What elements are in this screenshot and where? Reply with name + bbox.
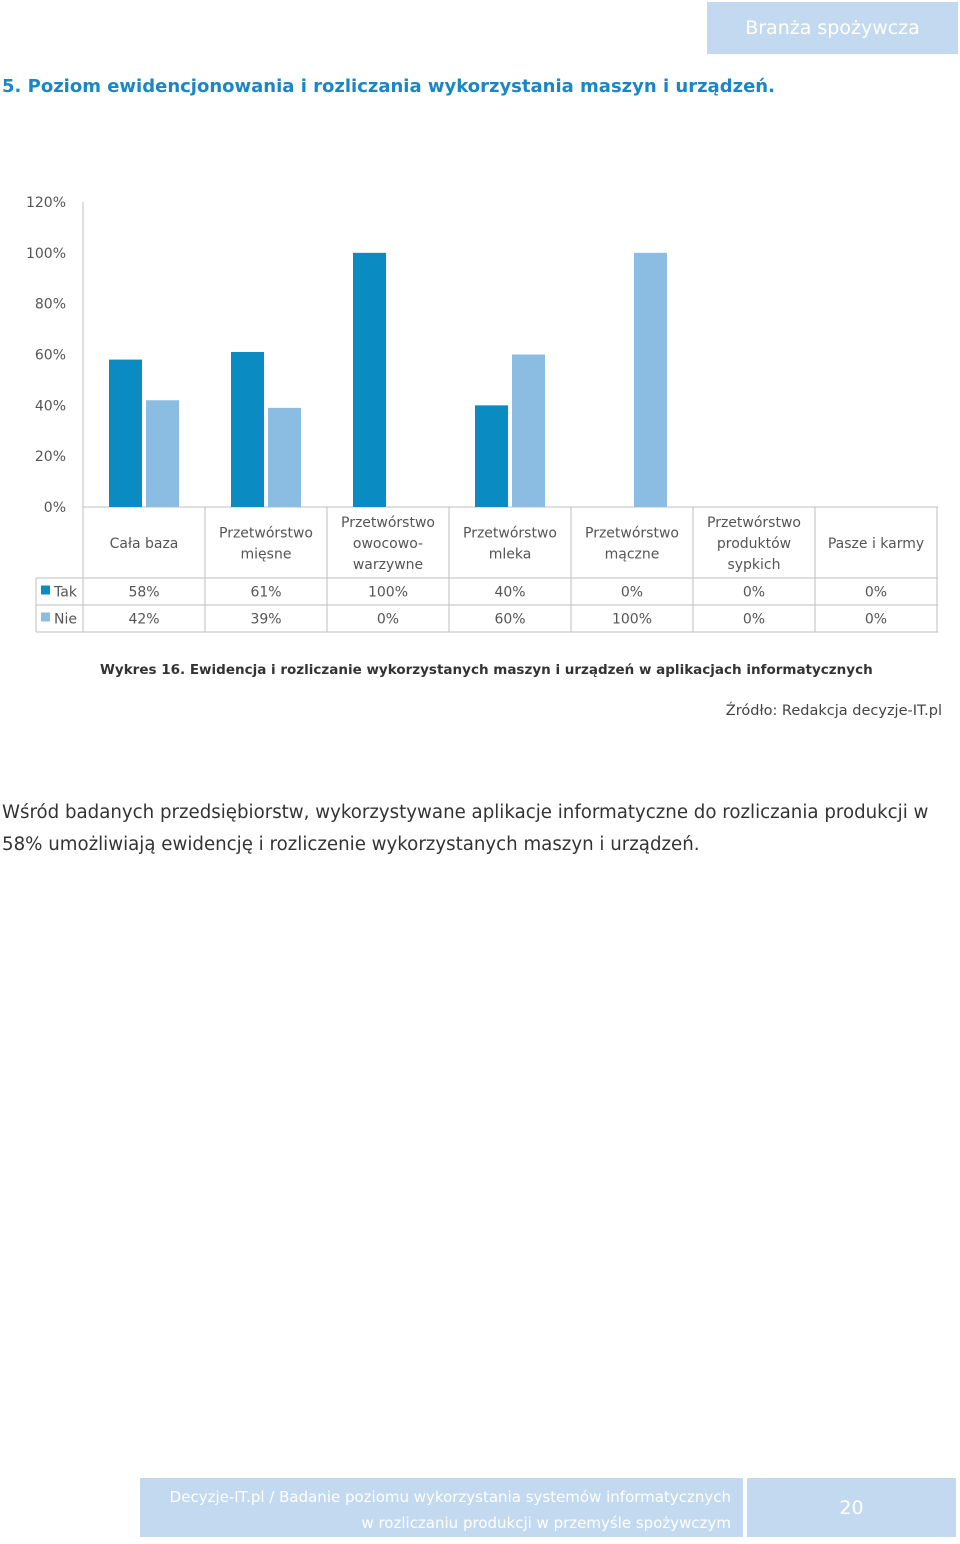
- data-label: 0%: [621, 585, 643, 601]
- bar-tak-0: [109, 359, 142, 507]
- data-label: 0%: [743, 612, 765, 628]
- category-label: mleka: [489, 547, 532, 563]
- category-label: produktów: [717, 536, 791, 552]
- category-label: sypkich: [727, 557, 780, 573]
- data-label: 100%: [368, 585, 408, 601]
- y-tick-label: 120%: [26, 195, 66, 211]
- data-label: 58%: [128, 585, 159, 601]
- category-label: Przetwórstwo: [341, 515, 435, 531]
- category-label: mięsne: [241, 547, 292, 563]
- y-tick-label: 0%: [44, 500, 66, 516]
- chart-source: Źródło: Redakcja decyzje-IT.pl: [725, 703, 942, 719]
- data-label: 60%: [494, 612, 525, 628]
- data-label: 42%: [128, 612, 159, 628]
- bar-nie-3: [512, 354, 545, 507]
- section-tag: Branża spożywcza: [707, 2, 958, 54]
- body-paragraph: Wśród badanych przedsiębiorstw, wykorzys…: [2, 802, 929, 855]
- category-label: Pasze i karmy: [828, 536, 924, 552]
- category-label: mączne: [605, 547, 660, 563]
- data-label: 61%: [250, 585, 281, 601]
- footer-info: Decyzje-IT.pl / Badanie poziomu wykorzys…: [140, 1478, 743, 1537]
- category-label: Przetwórstwo: [463, 526, 557, 542]
- footer-line-2: w rozliczaniu produkcji w przemyśle spoż…: [361, 1514, 731, 1532]
- y-tick-label: 40%: [35, 398, 66, 414]
- bar-nie-1: [268, 407, 301, 507]
- y-tick-label: 80%: [35, 297, 66, 313]
- bar-nie-0: [146, 400, 179, 507]
- bar-tak-2: [353, 252, 386, 507]
- bar-nie-4: [634, 252, 667, 507]
- y-tick-label: 20%: [35, 449, 66, 465]
- data-label: 100%: [612, 612, 652, 628]
- y-tick-label: 100%: [26, 246, 66, 262]
- bar-tak-1: [231, 351, 264, 507]
- footer-line-1: Decyzje-IT.pl / Badanie poziomu wykorzys…: [169, 1488, 731, 1506]
- data-label: 0%: [865, 612, 887, 628]
- category-label: Cała baza: [110, 536, 179, 552]
- legend-swatch-tak: [41, 585, 50, 595]
- category-label: owocowo-: [353, 536, 423, 552]
- chart-caption: Wykres 16. Ewidencja i rozliczanie wykor…: [100, 662, 873, 678]
- category-label: Przetwórstwo: [585, 526, 679, 542]
- y-tick-label: 60%: [35, 348, 66, 364]
- data-label: 0%: [377, 612, 399, 628]
- page-number: 20: [747, 1478, 956, 1537]
- category-label: warzywne: [353, 557, 423, 573]
- category-label: Przetwórstwo: [219, 526, 313, 542]
- data-label: 0%: [743, 585, 765, 601]
- bar-tak-3: [475, 405, 508, 507]
- data-label: 0%: [865, 585, 887, 601]
- legend-label-nie: Nie: [54, 612, 77, 628]
- category-label: Przetwórstwo: [707, 515, 801, 531]
- data-label: 39%: [250, 612, 281, 628]
- section-title: 5. Poziom ewidencjonowania i rozliczania…: [2, 76, 775, 97]
- legend-swatch-nie: [41, 612, 50, 622]
- bar-chart: 120% 100% 80% 60% 40% 20% 0% Cała baza Przetwór…: [26, 195, 938, 633]
- data-label: 40%: [494, 585, 525, 601]
- legend-label-tak: Tak: [53, 585, 78, 601]
